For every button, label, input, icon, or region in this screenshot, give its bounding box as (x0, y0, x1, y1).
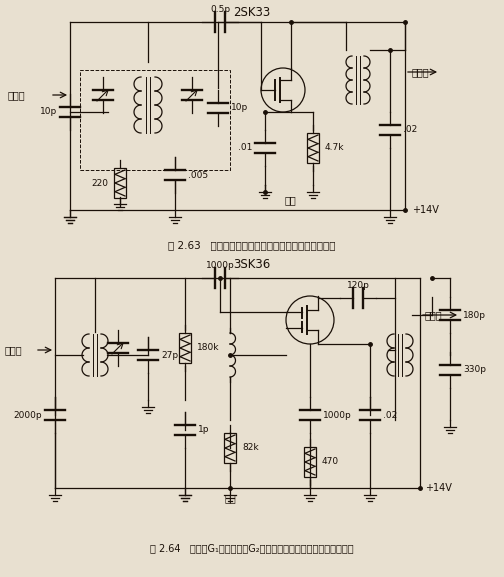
Text: 1000p: 1000p (206, 261, 234, 271)
Text: 1p: 1p (198, 425, 210, 434)
Text: 中频级: 中频级 (412, 67, 429, 77)
Text: .02: .02 (403, 126, 417, 134)
Text: 220: 220 (91, 178, 108, 188)
Text: 82k: 82k (242, 444, 259, 452)
Bar (114, 168, 126, 198)
Text: .005: .005 (188, 170, 208, 179)
Text: 180p: 180p (463, 310, 486, 320)
Text: .02: .02 (383, 410, 397, 419)
Bar (224, 433, 236, 463)
Bar (80, 70, 230, 170)
Text: 1000p: 1000p (323, 410, 352, 419)
Text: 10p: 10p (40, 107, 57, 117)
Text: 180k: 180k (197, 343, 220, 353)
Text: +14V: +14V (425, 483, 452, 493)
Text: 330p: 330p (463, 365, 486, 374)
Text: 0.5p: 0.5p (210, 6, 230, 14)
Text: 本振: 本振 (284, 195, 296, 205)
Text: 3SK36: 3SK36 (233, 258, 271, 272)
Text: 120p: 120p (347, 282, 369, 290)
Bar (307, 133, 319, 163)
Text: 射频级: 射频级 (8, 90, 26, 100)
Text: +14V: +14V (412, 205, 439, 215)
Text: 10p: 10p (231, 103, 248, 113)
Text: 本振: 本振 (224, 493, 236, 503)
Text: 2SK33: 2SK33 (233, 6, 271, 18)
Text: 2000p: 2000p (14, 410, 42, 419)
Bar (304, 447, 316, 477)
Text: .01: .01 (237, 144, 252, 152)
Text: 470: 470 (322, 458, 339, 466)
Text: 27p: 27p (161, 350, 178, 359)
Bar (179, 333, 191, 363)
Text: 中频级: 中频级 (425, 310, 443, 320)
Text: 射频级: 射频级 (5, 345, 23, 355)
Text: 图 2.64   级联型G₁注入本振，G₂加信号电压的调频接收机用变频电路: 图 2.64 级联型G₁注入本振，G₂加信号电压的调频接收机用变频电路 (150, 543, 354, 553)
Text: 4.7k: 4.7k (325, 144, 345, 152)
Text: 图 2.63   单栅型的源注入式电路举例（调频接收机用）: 图 2.63 单栅型的源注入式电路举例（调频接收机用） (168, 240, 336, 250)
